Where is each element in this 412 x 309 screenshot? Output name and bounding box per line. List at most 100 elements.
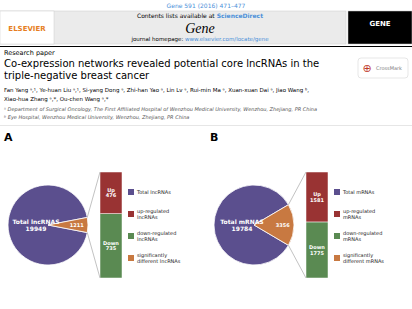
- crossmark-text-line: CrossMark: [376, 65, 402, 71]
- journal-name: Gene: [185, 21, 215, 36]
- legend-entry: significantlydifferent lncRNAs: [137, 252, 181, 264]
- crossmark-box: [358, 58, 408, 78]
- panel-label-line: B: [210, 131, 218, 144]
- panel-label: A: [4, 131, 13, 144]
- homepage-prefix: journal homepage:: [130, 36, 185, 43]
- affiliation: ᵃ Department of Surgical Oncology, The F…: [4, 106, 317, 113]
- legend-swatch: [128, 211, 134, 217]
- panel: A Total lncRNAS19949 1211 Down735 Up476 Total…: [4, 131, 181, 278]
- section-label: Research paper: [4, 49, 55, 57]
- legend-swatch: [334, 211, 340, 217]
- title: Co-expression networks revealed potentia…: [4, 58, 319, 69]
- authors-line: Xiao-hua Zhang ᵃ,*, Ou-chen Wang ᵃ,*: [4, 96, 109, 103]
- bar-marks: [306, 172, 328, 278]
- panel-label-line: A: [4, 131, 13, 144]
- cover-text: GENE: [369, 20, 390, 28]
- connector: [288, 245, 306, 278]
- pie-slice: [8, 185, 87, 265]
- legend-entry-line: lncRNAs: [137, 236, 158, 242]
- header: Gene 591 (2016) 471–477 ELSEVIER Contents …: [0, 2, 412, 126]
- bar-segment: [306, 172, 328, 222]
- journal-line-line: Gene 591 (2016) 471–477: [167, 2, 246, 9]
- section-label-line: Research paper: [4, 49, 55, 57]
- homepage: www.elsevier.com/locate/gene: [185, 36, 269, 43]
- separator: [0, 46, 412, 47]
- sciencedirect: ScienceDirect: [217, 12, 264, 19]
- connector: [288, 172, 306, 205]
- legend-entry: Total lncRNAs: [136, 189, 171, 195]
- title: triple-negative breast cancer: [4, 70, 150, 81]
- crossmark-symbol: ⊕: [362, 62, 371, 75]
- legend-entry-line: different mRNAs: [343, 258, 384, 264]
- bar-segment: [306, 222, 328, 278]
- legend-entry-line: mRNAs: [343, 236, 362, 242]
- journal-line: Gene 591 (2016) 471–477: [167, 2, 246, 9]
- data-label-line: 735: [106, 245, 117, 251]
- legend-entry: up-regulatedlncRNAs: [137, 208, 169, 220]
- legend-swatch: [334, 255, 340, 261]
- pie-label-line: 19949: [26, 225, 47, 232]
- affiliation-line: ᵇ Eye Hospital, Wenzhou Medical Universi…: [4, 114, 189, 121]
- data-label: Up1581: [310, 191, 324, 203]
- data-label: Down1775: [309, 244, 325, 256]
- bar-segment: [100, 172, 122, 214]
- title-line: Co-expression networks revealed potentia…: [4, 58, 319, 69]
- authors: Fan Yang ᵃ,¹, Ye-huan Liu ᵃ,¹, Si-yang D…: [4, 87, 309, 94]
- pie-label: Total lncRNAS19949: [13, 218, 60, 232]
- connector: [87, 233, 100, 278]
- pie-label-line: 1211: [70, 222, 84, 228]
- pie-label-line: 3356: [276, 222, 290, 228]
- publisher-box: [0, 11, 54, 44]
- cover-text-line: GENE: [369, 20, 390, 28]
- publisher-line: ELSEVIER: [8, 25, 46, 33]
- legend-entry: up-regulatedmRNAs: [343, 208, 375, 220]
- legend-entry: significantlydifferent mRNAs: [343, 252, 384, 264]
- legend-entry-line: different lncRNAs: [137, 258, 181, 264]
- connector: [87, 172, 100, 217]
- panel-label: B: [210, 131, 218, 144]
- pie-label: Total mRNAS19784: [220, 218, 263, 232]
- pie-label: 3356: [276, 222, 290, 228]
- sciencedirect-line: Contents lists available at ScienceDirec…: [137, 12, 263, 19]
- data-label-line: 476: [106, 192, 117, 198]
- journal-name-line: Gene: [185, 21, 215, 36]
- bar-marks: [100, 172, 122, 278]
- legend-entry: down-regulatedmRNAs: [343, 230, 382, 242]
- legend-entry-line: Total lncRNAs: [136, 189, 171, 195]
- page: Gene 591 (2016) 471–477 ELSEVIER Contents …: [0, 0, 412, 309]
- legend-entry: down-regulatedlncRNAs: [137, 230, 176, 242]
- legend-swatch: [334, 189, 340, 195]
- pie-label-line: 19784: [232, 225, 253, 232]
- homepage-line: journal homepage: www.elsevier.com/locat…: [130, 36, 269, 43]
- affiliation: ᵇ Eye Hospital, Wenzhou Medical Universi…: [4, 114, 189, 121]
- legend-swatch: [128, 189, 134, 195]
- legend-entry-line: lncRNAs: [137, 214, 158, 220]
- cover-box: [348, 11, 412, 44]
- legend-entry-line: Total mRNAs: [342, 189, 375, 195]
- separator: [0, 125, 412, 126]
- panel: B Total mRNAS19784 3356 Down1775 Up1581 Total…: [210, 131, 384, 278]
- bar-segment: [100, 214, 122, 278]
- data-label: Up476: [106, 187, 117, 199]
- legend-entry-line: mRNAs: [343, 214, 362, 220]
- data-label-line: 1581: [310, 197, 324, 203]
- pie-slice: [254, 205, 294, 246]
- legend: Total lncRNAs up-regulatedlncRNAs down-reg…: [128, 189, 181, 264]
- crossmark-symbol-line: ⊕: [362, 62, 371, 75]
- legend-swatch: [128, 233, 134, 239]
- authors-line: Fan Yang ᵃ,¹, Ye-huan Liu ᵃ,¹, Si-yang D…: [4, 87, 309, 94]
- banner: [0, 11, 346, 44]
- authors: Xiao-hua Zhang ᵃ,*, Ou-chen Wang ᵃ,*: [4, 96, 109, 103]
- legend-entry: Total mRNAs: [342, 189, 375, 195]
- background: [0, 0, 412, 309]
- data-label: Down735: [103, 240, 119, 252]
- legend-swatch: [334, 233, 340, 239]
- affiliation-line: ᵃ Department of Surgical Oncology, The F…: [4, 106, 317, 113]
- sciencedirect-prefix: Contents lists available at: [137, 12, 217, 19]
- pie-label: 1211: [70, 222, 84, 228]
- legend: Total mRNAs up-regulatedmRNAs down-regulat…: [334, 189, 384, 264]
- crossmark-text: CrossMark: [376, 65, 402, 71]
- publisher: ELSEVIER: [8, 25, 46, 33]
- title-line: triple-negative breast cancer: [4, 70, 150, 81]
- legend-swatch: [128, 255, 134, 261]
